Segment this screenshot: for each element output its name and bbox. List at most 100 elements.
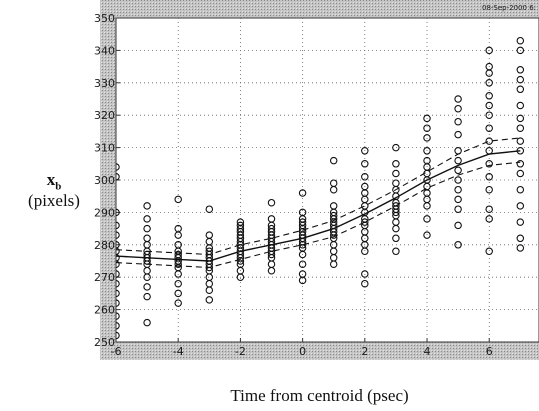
data-point: [392, 169, 400, 178]
data-point: [174, 241, 182, 249]
data-point: [516, 75, 525, 84]
data-point: [485, 147, 493, 155]
data-point: [454, 205, 462, 213]
data-point: [298, 218, 307, 226]
data-point: [485, 160, 493, 168]
data-point: [454, 104, 462, 113]
data-point: [516, 36, 525, 45]
data-point: [174, 250, 182, 259]
data-point: [205, 296, 214, 304]
data-points: [116, 36, 525, 340]
data-point: [174, 289, 182, 298]
data-point: [392, 143, 400, 152]
data-point: [205, 247, 214, 256]
data-point: [116, 163, 120, 171]
data-point: [516, 85, 525, 94]
data-point: [329, 211, 338, 220]
data-point: [329, 202, 338, 210]
data-point: [143, 292, 151, 301]
x-tick-label: -4: [173, 345, 184, 358]
data-point: [361, 270, 369, 278]
data-point: [423, 156, 431, 165]
data-point: [174, 224, 182, 233]
data-point: [361, 173, 369, 181]
data-point: [116, 279, 120, 288]
y-axis-subscript: b: [55, 180, 62, 193]
data-point: [454, 185, 462, 194]
y-axis-label: xb: [6, 170, 102, 196]
data-point: [423, 124, 431, 132]
data-point: [516, 244, 525, 252]
data-point: [361, 147, 369, 155]
data-point: [361, 279, 369, 288]
data-point: [485, 124, 493, 132]
data-point: [423, 134, 431, 142]
data-point: [392, 247, 400, 256]
data-point: [454, 195, 462, 204]
data-point: [516, 234, 525, 243]
data-point: [116, 322, 120, 330]
data-point: [361, 182, 369, 191]
y-tick-label: 330: [94, 77, 115, 90]
data-point: [174, 279, 182, 288]
data-point: [174, 195, 182, 204]
data-point: [423, 231, 431, 239]
data-point: [485, 101, 493, 110]
x-axis-label: Time from centroid (psec): [230, 386, 409, 405]
y-axis-unit: (pixels): [28, 191, 80, 210]
data-point: [485, 79, 493, 87]
y-tick-label: 250: [94, 336, 115, 349]
data-point: [516, 160, 525, 168]
data-point: [392, 160, 400, 168]
data-point: [205, 205, 214, 213]
data-point: [454, 147, 462, 155]
data-point: [485, 173, 493, 181]
data-point: [516, 101, 525, 110]
fit-curves: [116, 137, 521, 269]
data-point: [143, 318, 151, 327]
x-tick-label: 2: [361, 345, 368, 358]
data-point: [516, 66, 525, 74]
data-point: [454, 241, 462, 249]
x-tick-label: -2: [235, 345, 246, 358]
data-point: [423, 147, 431, 155]
data-point: [116, 299, 120, 307]
data-point: [516, 169, 525, 178]
data-point: [454, 166, 462, 175]
data-point: [116, 208, 120, 217]
data-point: [143, 234, 151, 243]
data-point: [516, 202, 525, 210]
data-point: [298, 189, 307, 197]
data-point: [454, 221, 462, 230]
data-point: [485, 137, 493, 145]
y-tick-label: 290: [94, 206, 115, 219]
data-point: [454, 156, 462, 165]
data-point: [516, 46, 525, 55]
data-point: [116, 221, 120, 230]
data-point: [516, 137, 525, 145]
y-axis-variable: x: [46, 170, 56, 189]
data-point: [267, 198, 276, 207]
data-point: [298, 270, 307, 278]
data-point: [485, 111, 493, 119]
data-point: [236, 218, 245, 226]
data-point: [423, 114, 431, 123]
data-point: [116, 312, 120, 320]
bound-curve: [116, 161, 521, 269]
y-tick-label: 280: [94, 239, 115, 252]
data-point: [454, 176, 462, 184]
data-point: [236, 221, 245, 230]
data-point: [116, 241, 120, 249]
data-point: [392, 179, 400, 187]
data-point: [516, 147, 525, 155]
data-point: [485, 247, 493, 256]
data-point: [423, 215, 431, 223]
mean-curve: [116, 150, 521, 262]
data-point: [205, 231, 214, 239]
data-point: [116, 331, 120, 340]
data-point: [454, 117, 462, 126]
plot-area: [115, 17, 539, 343]
y-tick-label: 350: [94, 12, 115, 25]
data-point: [392, 234, 400, 243]
